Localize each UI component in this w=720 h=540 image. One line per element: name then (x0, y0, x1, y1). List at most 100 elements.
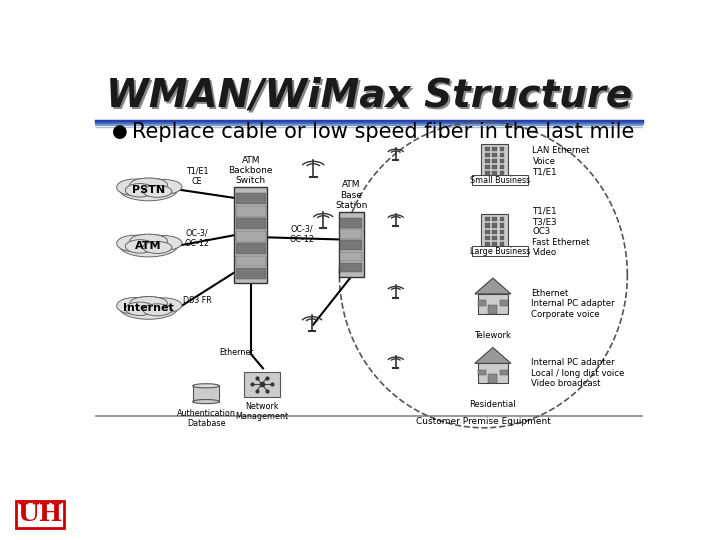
FancyBboxPatch shape (500, 242, 504, 246)
Text: ATM: ATM (135, 241, 162, 251)
FancyBboxPatch shape (500, 165, 504, 170)
FancyBboxPatch shape (477, 294, 508, 314)
Text: DS3 FR: DS3 FR (183, 295, 212, 305)
Ellipse shape (125, 302, 154, 315)
FancyBboxPatch shape (485, 172, 490, 176)
FancyBboxPatch shape (492, 236, 497, 240)
Text: OC-3/
OC-12: OC-3/ OC-12 (289, 225, 315, 244)
FancyBboxPatch shape (488, 374, 498, 383)
FancyBboxPatch shape (488, 305, 498, 314)
Ellipse shape (117, 179, 151, 195)
FancyBboxPatch shape (485, 165, 490, 170)
Polygon shape (474, 348, 511, 363)
Text: ATM
Base
Station: ATM Base Station (335, 180, 367, 210)
FancyBboxPatch shape (485, 236, 490, 240)
FancyBboxPatch shape (492, 217, 497, 221)
FancyBboxPatch shape (244, 372, 280, 396)
Text: Authentication
Database: Authentication Database (176, 409, 235, 428)
FancyBboxPatch shape (485, 230, 490, 234)
Ellipse shape (130, 178, 168, 192)
Text: Internet: Internet (123, 303, 174, 313)
FancyBboxPatch shape (485, 159, 490, 163)
FancyBboxPatch shape (235, 219, 266, 229)
Text: ●: ● (112, 123, 128, 141)
Ellipse shape (193, 400, 220, 404)
FancyBboxPatch shape (492, 230, 497, 234)
Ellipse shape (125, 240, 154, 253)
FancyBboxPatch shape (485, 242, 490, 246)
FancyBboxPatch shape (492, 242, 497, 246)
FancyBboxPatch shape (500, 236, 504, 240)
FancyBboxPatch shape (485, 217, 490, 221)
FancyBboxPatch shape (500, 369, 508, 375)
Text: WMAN/WiMax Structure: WMAN/WiMax Structure (107, 79, 634, 117)
Ellipse shape (120, 234, 178, 257)
FancyBboxPatch shape (235, 268, 266, 279)
FancyBboxPatch shape (492, 153, 497, 157)
Text: Network
Management: Network Management (235, 402, 289, 421)
FancyBboxPatch shape (235, 193, 266, 204)
FancyBboxPatch shape (235, 244, 266, 254)
FancyBboxPatch shape (341, 230, 362, 239)
Text: OC-3/
OC-12: OC-3/ OC-12 (184, 229, 210, 248)
Text: WMAN/WiMax Structure: WMAN/WiMax Structure (106, 77, 632, 115)
Ellipse shape (143, 241, 172, 253)
FancyBboxPatch shape (500, 217, 504, 221)
Ellipse shape (120, 297, 178, 319)
Ellipse shape (117, 235, 151, 252)
FancyBboxPatch shape (500, 146, 504, 151)
FancyBboxPatch shape (492, 224, 497, 227)
FancyBboxPatch shape (500, 153, 504, 157)
Text: Large Business: Large Business (470, 247, 531, 255)
FancyBboxPatch shape (193, 386, 220, 402)
Text: LAN Ethernet
Voice
T1/E1: LAN Ethernet Voice T1/E1 (533, 146, 590, 176)
FancyBboxPatch shape (341, 263, 362, 273)
FancyBboxPatch shape (481, 144, 508, 179)
Ellipse shape (144, 235, 182, 251)
FancyBboxPatch shape (500, 300, 508, 306)
FancyBboxPatch shape (485, 224, 490, 227)
FancyBboxPatch shape (234, 187, 267, 283)
FancyBboxPatch shape (235, 231, 266, 241)
FancyBboxPatch shape (341, 218, 362, 227)
Text: Residential: Residential (469, 400, 516, 409)
Text: Replace cable or low speed fiber in the last mile: Replace cable or low speed fiber in the … (132, 122, 634, 142)
FancyBboxPatch shape (235, 256, 266, 266)
FancyBboxPatch shape (500, 230, 504, 234)
Text: T1/E1
CE: T1/E1 CE (186, 166, 208, 186)
Polygon shape (474, 278, 511, 294)
FancyBboxPatch shape (492, 172, 497, 176)
FancyBboxPatch shape (472, 176, 528, 185)
Ellipse shape (130, 234, 168, 248)
Ellipse shape (125, 184, 154, 197)
Ellipse shape (144, 179, 182, 194)
Text: Customer Premise Equipment: Customer Premise Equipment (416, 417, 551, 426)
FancyBboxPatch shape (472, 246, 528, 256)
Text: T1/E1
T3/E3
OC3
Fast Ethernet
Video: T1/E1 T3/E3 OC3 Fast Ethernet Video (533, 207, 590, 257)
Ellipse shape (144, 298, 182, 313)
Text: Telework: Telework (474, 331, 511, 340)
FancyBboxPatch shape (492, 159, 497, 163)
Text: PSTN: PSTN (132, 185, 165, 194)
Ellipse shape (117, 298, 151, 314)
FancyBboxPatch shape (478, 300, 485, 306)
Text: Ethernet
Internal PC adapter
Corporate voice: Ethernet Internal PC adapter Corporate v… (531, 289, 614, 319)
FancyBboxPatch shape (338, 212, 364, 276)
Ellipse shape (130, 296, 168, 310)
Ellipse shape (120, 178, 178, 201)
FancyBboxPatch shape (500, 224, 504, 227)
Text: UH: UH (17, 502, 63, 526)
FancyBboxPatch shape (477, 363, 508, 383)
FancyBboxPatch shape (478, 369, 485, 375)
Text: Small Business: Small Business (470, 176, 530, 185)
FancyBboxPatch shape (485, 146, 490, 151)
FancyBboxPatch shape (500, 172, 504, 176)
FancyBboxPatch shape (492, 146, 497, 151)
Ellipse shape (143, 304, 172, 316)
FancyBboxPatch shape (341, 240, 362, 250)
FancyBboxPatch shape (341, 252, 362, 261)
Text: Ethernet: Ethernet (219, 348, 253, 357)
Ellipse shape (143, 185, 172, 197)
FancyBboxPatch shape (481, 214, 508, 249)
FancyBboxPatch shape (485, 153, 490, 157)
